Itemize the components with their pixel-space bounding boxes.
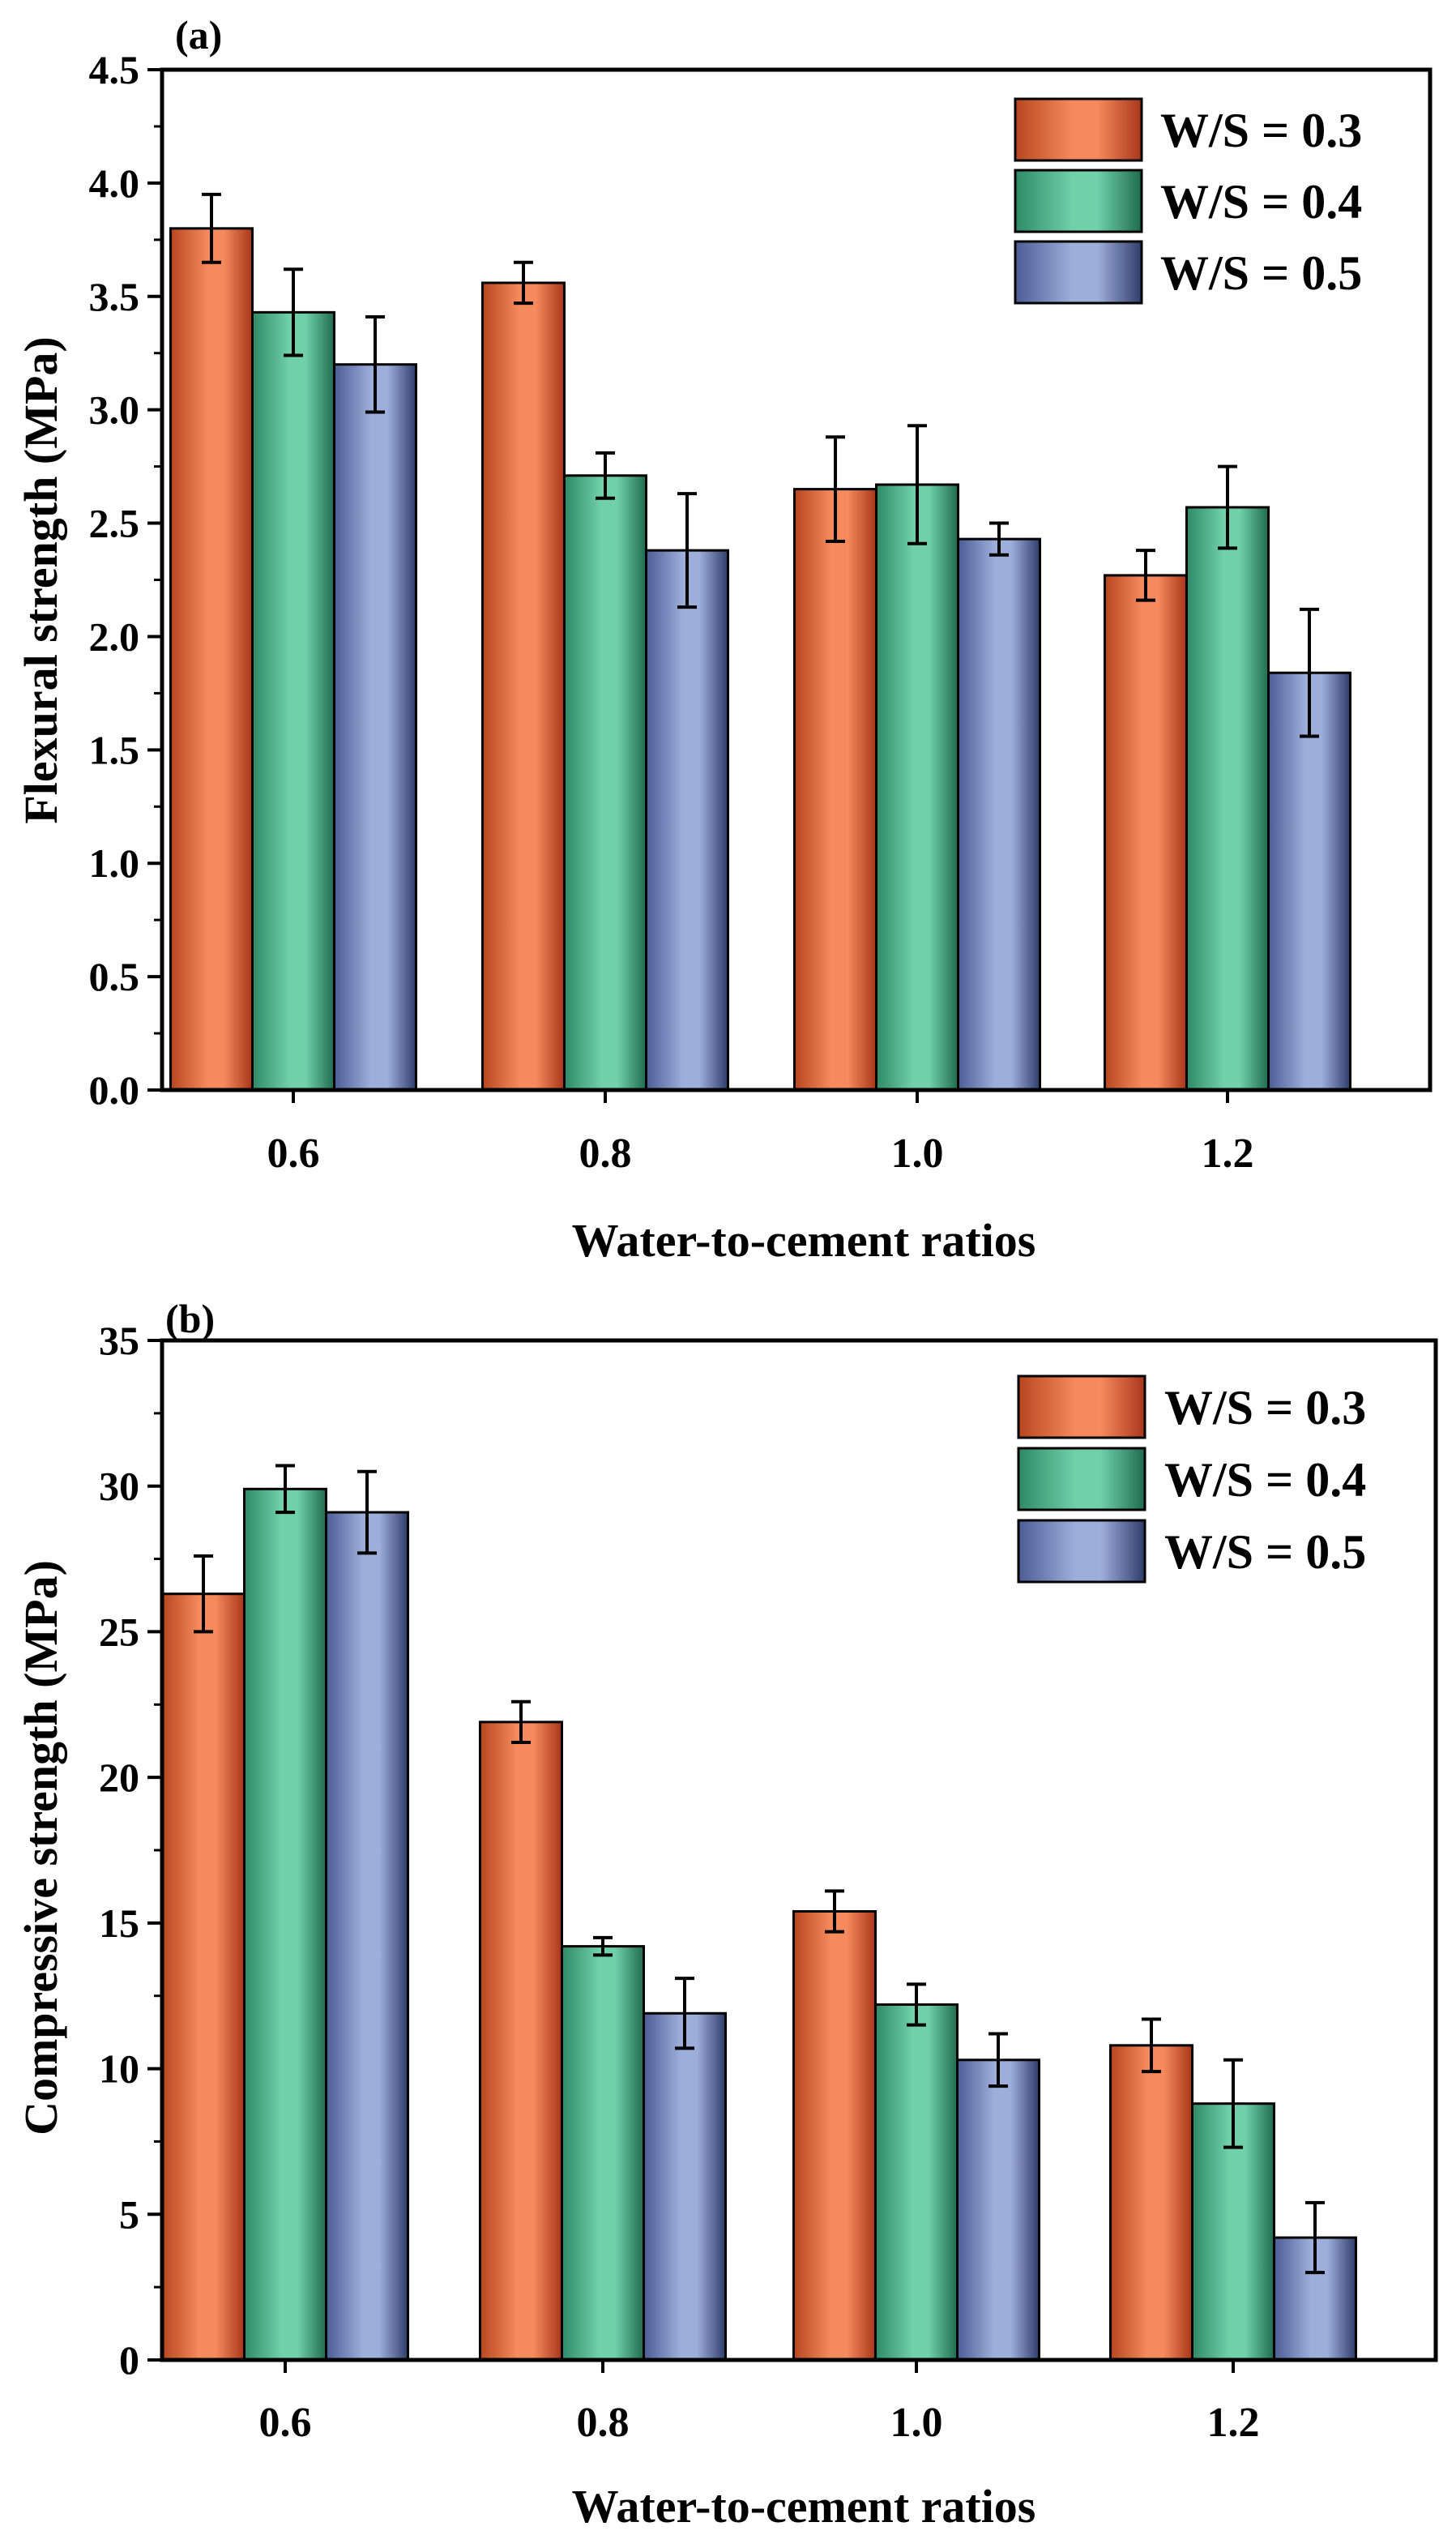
legend-label: W/S = 0.4 [1160, 175, 1362, 229]
bar-05-1.2 [1267, 671, 1351, 1092]
y-tick-label: 3.5 [89, 274, 140, 319]
panel-label-b: (b) [165, 1296, 215, 1341]
flexural-x-axis: 0.6 0.8 1.0 1.2 [267, 1090, 1254, 1177]
compressive-bars [161, 1487, 1357, 2362]
bar-03-0.6 [169, 227, 254, 1092]
y-tick-label: 2.0 [89, 613, 140, 659]
x-tick-label: 0.8 [579, 1131, 632, 1177]
panel-label-a: (a) [175, 12, 222, 58]
legend-swatch [1017, 1374, 1146, 1439]
y-tick-label: 3.0 [89, 387, 140, 433]
flexural-plot-frame [160, 67, 1433, 1092]
compressive-x-axis: 0.6 0.8 1.0 1.2 [259, 2360, 1260, 2446]
legend-label: W/S = 0.5 [1164, 1525, 1366, 1579]
legend-swatch [1014, 97, 1143, 162]
legend-swatch [1014, 240, 1143, 305]
y-tick-label: 0.5 [89, 954, 140, 999]
flexural-y-axis-title: Flexural strength (MPa) [15, 336, 67, 823]
bar-04-1.2 [1185, 506, 1270, 1092]
y-tick-label: 4.5 [89, 47, 140, 92]
flexural-y-axis: 0.0 0.5 1.0 1.5 2.0 2.5 3.0 3.5 4.0 4.5 [89, 47, 162, 1113]
legend-swatch [1017, 1447, 1146, 1511]
y-tick-label: 2.5 [89, 501, 140, 546]
flexural-bars [169, 227, 1351, 1092]
bar-03-0.8 [479, 1721, 563, 2362]
x-tick-label: 1.0 [891, 1131, 944, 1177]
y-tick-label: 20 [99, 1755, 139, 1800]
bar-05-0.8 [645, 549, 729, 1092]
legend-swatch [1014, 169, 1143, 233]
y-tick-label: 1.0 [89, 840, 140, 886]
bar-04-1.0 [874, 2003, 959, 2362]
bar-03-0.8 [481, 281, 566, 1092]
y-tick-label: 0 [119, 2337, 139, 2383]
legend-label: W/S = 0.5 [1160, 246, 1362, 300]
compressive-strength-chart: (b) 0 5 10 15 20 25 30 35 0.6 0.8 1.0 1.2 Water-to… [15, 1296, 1438, 2533]
y-tick-label: 35 [99, 1318, 139, 1363]
y-tick-label: 0.0 [89, 1067, 140, 1113]
bar-03-1.0 [792, 1909, 877, 2362]
bar-05-1.0 [957, 537, 1041, 1092]
x-tick-label: 0.6 [267, 1131, 320, 1177]
x-tick-label: 1.2 [1207, 2400, 1260, 2446]
bar-03-1.2 [1109, 2044, 1193, 2362]
compressive-x-axis-title: Water-to-cement ratios [572, 2480, 1036, 2533]
bar-05-0.6 [333, 363, 417, 1092]
y-tick-label: 15 [99, 1900, 139, 1946]
flexural-x-axis-title: Water-to-cement ratios [572, 1214, 1036, 1267]
y-tick-label: 5 [119, 2191, 139, 2237]
bar-05-0.8 [643, 2011, 727, 2362]
bar-05-1.0 [956, 2058, 1040, 2362]
legend-label: W/S = 0.4 [1164, 1453, 1366, 1507]
y-tick-label: 10 [99, 2046, 139, 2092]
compressive-y-axis-title: Compressive strength (MPa) [15, 1560, 67, 2135]
x-tick-label: 0.6 [259, 2400, 312, 2446]
x-tick-label: 1.2 [1202, 1131, 1254, 1177]
flexural-strength-chart: (a) 0.00.51.01.52.02.53.03.54.04.5 0.6 0.… [15, 12, 1433, 1267]
flexural-error-bars [202, 192, 1319, 738]
y-tick-label: 30 [99, 1464, 139, 1509]
x-tick-label: 1.0 [890, 2400, 943, 2446]
bar-04-1.0 [875, 483, 959, 1092]
compressive-y-axis: 0 5 10 15 20 25 30 35 [99, 1318, 162, 2383]
y-tick-label: 1.5 [89, 727, 140, 772]
compressive-legend: W/S = 0.3 W/S = 0.4 W/S = 0.5 [1017, 1374, 1366, 1584]
legend-label: W/S = 0.3 [1160, 104, 1362, 157]
bar-04-0.8 [563, 474, 647, 1092]
bar-03-0.6 [161, 1592, 246, 2362]
bar-04-0.6 [243, 1487, 327, 2362]
bar-03-1.0 [793, 488, 877, 1092]
y-tick-label: 25 [99, 1609, 139, 1654]
legend-label: W/S = 0.3 [1164, 1381, 1366, 1434]
bar-04-0.6 [251, 310, 335, 1092]
bar-04-0.8 [561, 1945, 645, 2362]
flexural-legend: W/S = 0.3 W/S = 0.4 W/S = 0.5 [1014, 97, 1362, 305]
bar-03-1.2 [1104, 574, 1188, 1092]
legend-swatch [1017, 1519, 1146, 1584]
bar-05-0.6 [325, 1511, 409, 2362]
compressive-error-bars [194, 1464, 1325, 2275]
x-tick-label: 0.8 [577, 2400, 630, 2446]
y-tick-label: 4.0 [89, 160, 140, 206]
compressive-plot-frame [160, 1338, 1438, 2362]
